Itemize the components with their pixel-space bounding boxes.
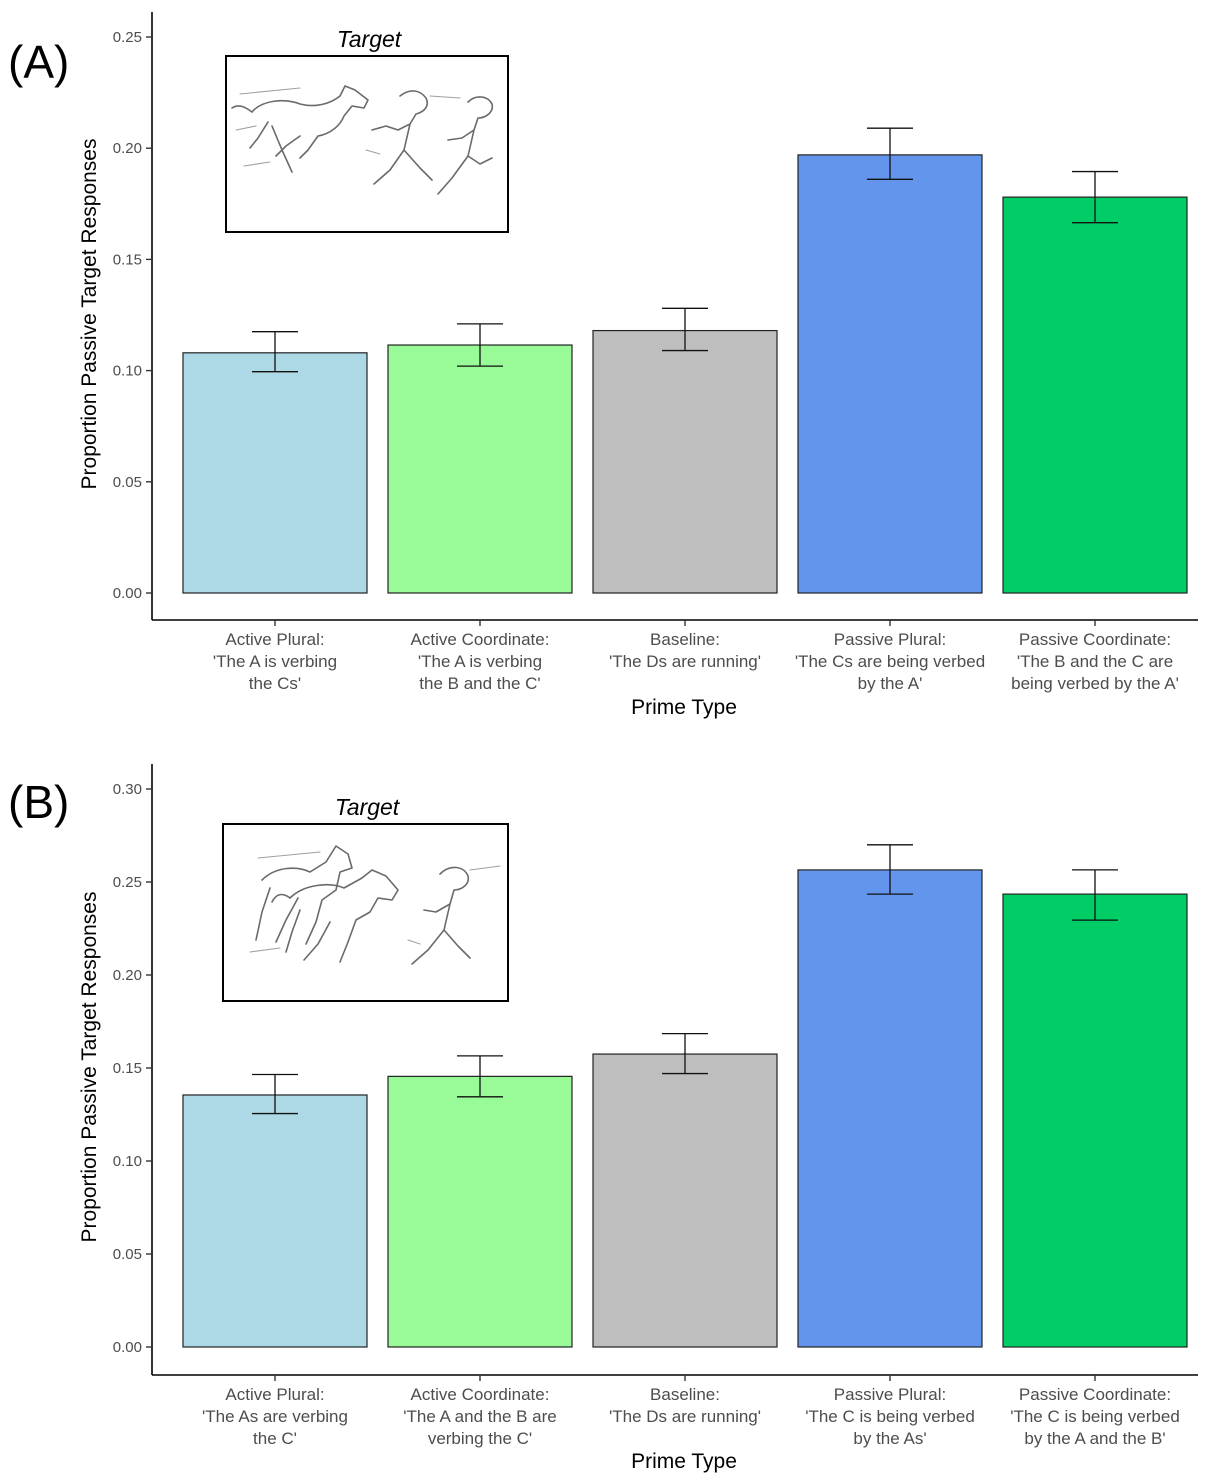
x-category-label: Active Plural: 'The As are verbing the C' [202, 1385, 348, 1448]
inset-title: Target [337, 26, 403, 52]
x-category-label-line: 'The B and the C are [1017, 652, 1173, 671]
bar [1002, 893, 1188, 1348]
x-category-label-line: being verbed by the A' [1011, 674, 1179, 693]
axes [151, 12, 1198, 621]
y-tick-label: 0.00 [113, 1339, 142, 1356]
error-bars [252, 127, 1118, 373]
target-inset: Target [225, 26, 509, 233]
y-tick-label: 0.25 [113, 874, 142, 891]
y-axis-title: Proportion Passive Target Responses [78, 892, 101, 1243]
bar [387, 344, 573, 594]
bars [182, 154, 1188, 594]
x-axis-title: Prime Type [631, 1450, 737, 1473]
x-category-label-line: the B and the C' [419, 674, 540, 693]
error-bars [252, 844, 1118, 1115]
x-category-label-line: 'The C is being verbed [805, 1407, 975, 1426]
x-category-label-line: Active Plural: [225, 630, 324, 649]
target-inset: Target [222, 794, 509, 1002]
inset-frame [222, 823, 509, 1002]
horse-sketch-icon [271, 869, 399, 963]
x-category-label: Passive Coordinate: 'The B and the C are b… [1011, 630, 1179, 693]
x-category-label-line: Passive Plural: [834, 630, 946, 649]
bar [797, 869, 983, 1348]
x-category-label-line: 'The A is verbing [213, 652, 337, 671]
x-category-label-line: Active Coordinate: [411, 1385, 550, 1404]
inset-frame [225, 55, 509, 233]
x-category-label-line: 'The Ds are running' [609, 652, 761, 671]
x-category-label-line: by the As' [853, 1429, 926, 1448]
x-axis-title: Prime Type [631, 696, 737, 719]
axes [151, 764, 1198, 1376]
panel-label: (B) [8, 776, 69, 828]
bar [387, 1075, 573, 1348]
y-tick-label: 0.10 [113, 363, 142, 380]
bar [182, 352, 368, 594]
x-category-label-line: Baseline: [650, 1385, 720, 1404]
y-tick-label: 0.05 [113, 474, 142, 491]
x-category-label: Baseline: 'The Ds are running' [609, 630, 761, 671]
x-category-label-line: Active Plural: [225, 1385, 324, 1404]
x-category-label-line: Passive Coordinate: [1019, 1385, 1171, 1404]
horse-sketch-icon [231, 85, 369, 173]
x-category-label: Active Coordinate: 'The A and the B are ve… [403, 1385, 557, 1448]
y-tick-label: 0.20 [113, 967, 142, 984]
x-category-label: Passive Coordinate: 'The C is being verbe… [1010, 1385, 1180, 1448]
x-category-labels: Active Plural: 'The As are verbing the C'A… [202, 1375, 1180, 1448]
x-category-label: Passive Plural: 'The C is being verbed by … [805, 1385, 975, 1448]
y-tick-label: 0.05 [113, 1246, 142, 1263]
horse-sketch-icon [249, 845, 353, 953]
bar [592, 1053, 778, 1348]
bar [797, 154, 983, 594]
character-sketch-icon [437, 96, 494, 195]
panel-label: (A) [8, 36, 69, 88]
x-category-label-line: 'The A is verbing [418, 652, 542, 671]
x-category-label-line: Baseline: [650, 630, 720, 649]
x-category-label: Passive Plural: 'The Cs are being verbed b… [795, 630, 985, 693]
x-category-labels: Active Plural: 'The A is verbing the Cs'Ac… [213, 620, 1179, 693]
y-tick-label: 0.30 [113, 781, 142, 798]
y-tick-label: 0.15 [113, 251, 142, 268]
x-category-label-line: 'The C is being verbed [1010, 1407, 1180, 1426]
y-ticks: 0.00 0.05 0.10 0.15 0.20 0.25 0.30 [113, 781, 152, 1356]
panel-b: (B) 0.00 0.05 0.10 0.15 0.20 0.25 0.30 Active … [8, 764, 1198, 1473]
y-axis-title: Proportion Passive Target Responses [78, 139, 101, 490]
y-tick-label: 0.15 [113, 1060, 142, 1077]
inset-title: Target [335, 794, 401, 820]
y-tick-label: 0.25 [113, 29, 142, 46]
x-category-label-line: by the A and the B' [1024, 1429, 1165, 1448]
x-category-label: Active Plural: 'The A is verbing the Cs' [213, 630, 337, 693]
x-category-label-line: verbing the C' [428, 1429, 532, 1448]
x-category-label-line: Passive Coordinate: [1019, 630, 1171, 649]
y-tick-label: 0.00 [113, 585, 142, 602]
x-category-label-line: 'The A and the B are [403, 1407, 557, 1426]
panel-a: (A) 0.00 0.05 0.10 0.15 0.20 0.25 Active Plur… [8, 12, 1198, 719]
x-category-label-line: 'The Ds are running' [609, 1407, 761, 1426]
character-sketch-icon [365, 90, 461, 185]
x-category-label-line: 'The As are verbing [202, 1407, 348, 1426]
x-category-label-line: Active Coordinate: [411, 630, 550, 649]
y-tick-label: 0.10 [113, 1153, 142, 1170]
x-category-label-line: by the A' [858, 674, 923, 693]
x-category-label-line: the Cs' [249, 674, 301, 693]
x-category-label: Active Coordinate: 'The A is verbing the B… [411, 630, 550, 693]
y-ticks: 0.00 0.05 0.10 0.15 0.20 0.25 [113, 29, 152, 602]
bar [1002, 196, 1188, 594]
character-sketch-icon [407, 865, 501, 965]
bars [182, 869, 1188, 1348]
bar [592, 329, 778, 594]
y-tick-label: 0.20 [113, 140, 142, 157]
bar [182, 1094, 368, 1348]
x-category-label-line: Passive Plural: [834, 1385, 946, 1404]
x-category-label-line: 'The Cs are being verbed [795, 652, 985, 671]
x-category-label-line: the C' [253, 1429, 297, 1448]
x-category-label: Baseline: 'The Ds are running' [609, 1385, 761, 1426]
